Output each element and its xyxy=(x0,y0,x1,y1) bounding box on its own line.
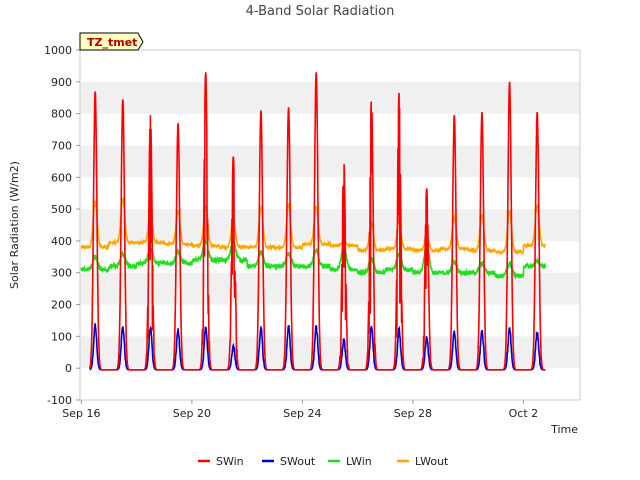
legend: SWin SWout LWin LWout xyxy=(198,455,449,468)
y-tick-label: 300 xyxy=(51,267,72,280)
plot-area xyxy=(79,49,581,401)
y-tick-label: 900 xyxy=(51,76,72,89)
grid-band xyxy=(80,209,580,241)
tz-annotation-label: TZ_tmet xyxy=(87,36,137,49)
legend-item-swin: SWin xyxy=(198,455,244,468)
y-tick-label: 0 xyxy=(65,362,72,375)
legend-label: SWin xyxy=(216,455,244,468)
y-axis: -100 0 100 200 300 400 500 600 700 800 900 1000 xyxy=(44,44,80,407)
y-tick-label: -100 xyxy=(47,394,72,407)
y-tick-label: 400 xyxy=(51,235,72,248)
x-tick-label: Oct 2 xyxy=(509,407,539,420)
y-tick-label: 100 xyxy=(51,330,72,343)
y-axis-title: Solar Radiation (W/m2) xyxy=(8,161,21,289)
legend-item-swout: SWout xyxy=(262,455,316,468)
x-tick-label: Sep 16 xyxy=(62,407,100,420)
x-axis-title: Time xyxy=(550,423,578,436)
series-line-swin xyxy=(88,72,546,371)
x-tick-label: Sep 20 xyxy=(173,407,211,420)
tz-annotation-box xyxy=(79,32,144,51)
legend-label: LWin xyxy=(346,455,372,468)
chart-title: 4-Band Solar Radiation xyxy=(246,4,395,19)
y-tick-label: 800 xyxy=(51,108,72,121)
tz-annotation: TZ_tmet xyxy=(79,32,144,51)
grid-bands xyxy=(80,81,580,369)
grid-band xyxy=(80,336,580,369)
x-tick-label: Sep 24 xyxy=(283,407,321,420)
x-tick-label: Sep 28 xyxy=(394,407,432,420)
legend-item-lwout: LWout xyxy=(397,455,449,468)
series-lines xyxy=(80,72,547,371)
y-tick-label: 1000 xyxy=(44,44,72,57)
legend-label: LWout xyxy=(415,455,449,468)
y-tick-label: 700 xyxy=(51,139,72,152)
legend-item-lwin: LWin xyxy=(328,455,372,468)
grid-band xyxy=(80,145,580,178)
y-tick-label: 500 xyxy=(51,203,72,216)
x-axis: Sep 16 Sep 20 Sep 24 Sep 28 Oct 2 xyxy=(62,400,538,420)
grid-band xyxy=(80,81,580,114)
y-tick-label: 200 xyxy=(51,299,72,312)
grid-band xyxy=(80,272,580,305)
y-tick-label: 600 xyxy=(51,171,72,184)
legend-label: SWout xyxy=(280,455,316,468)
